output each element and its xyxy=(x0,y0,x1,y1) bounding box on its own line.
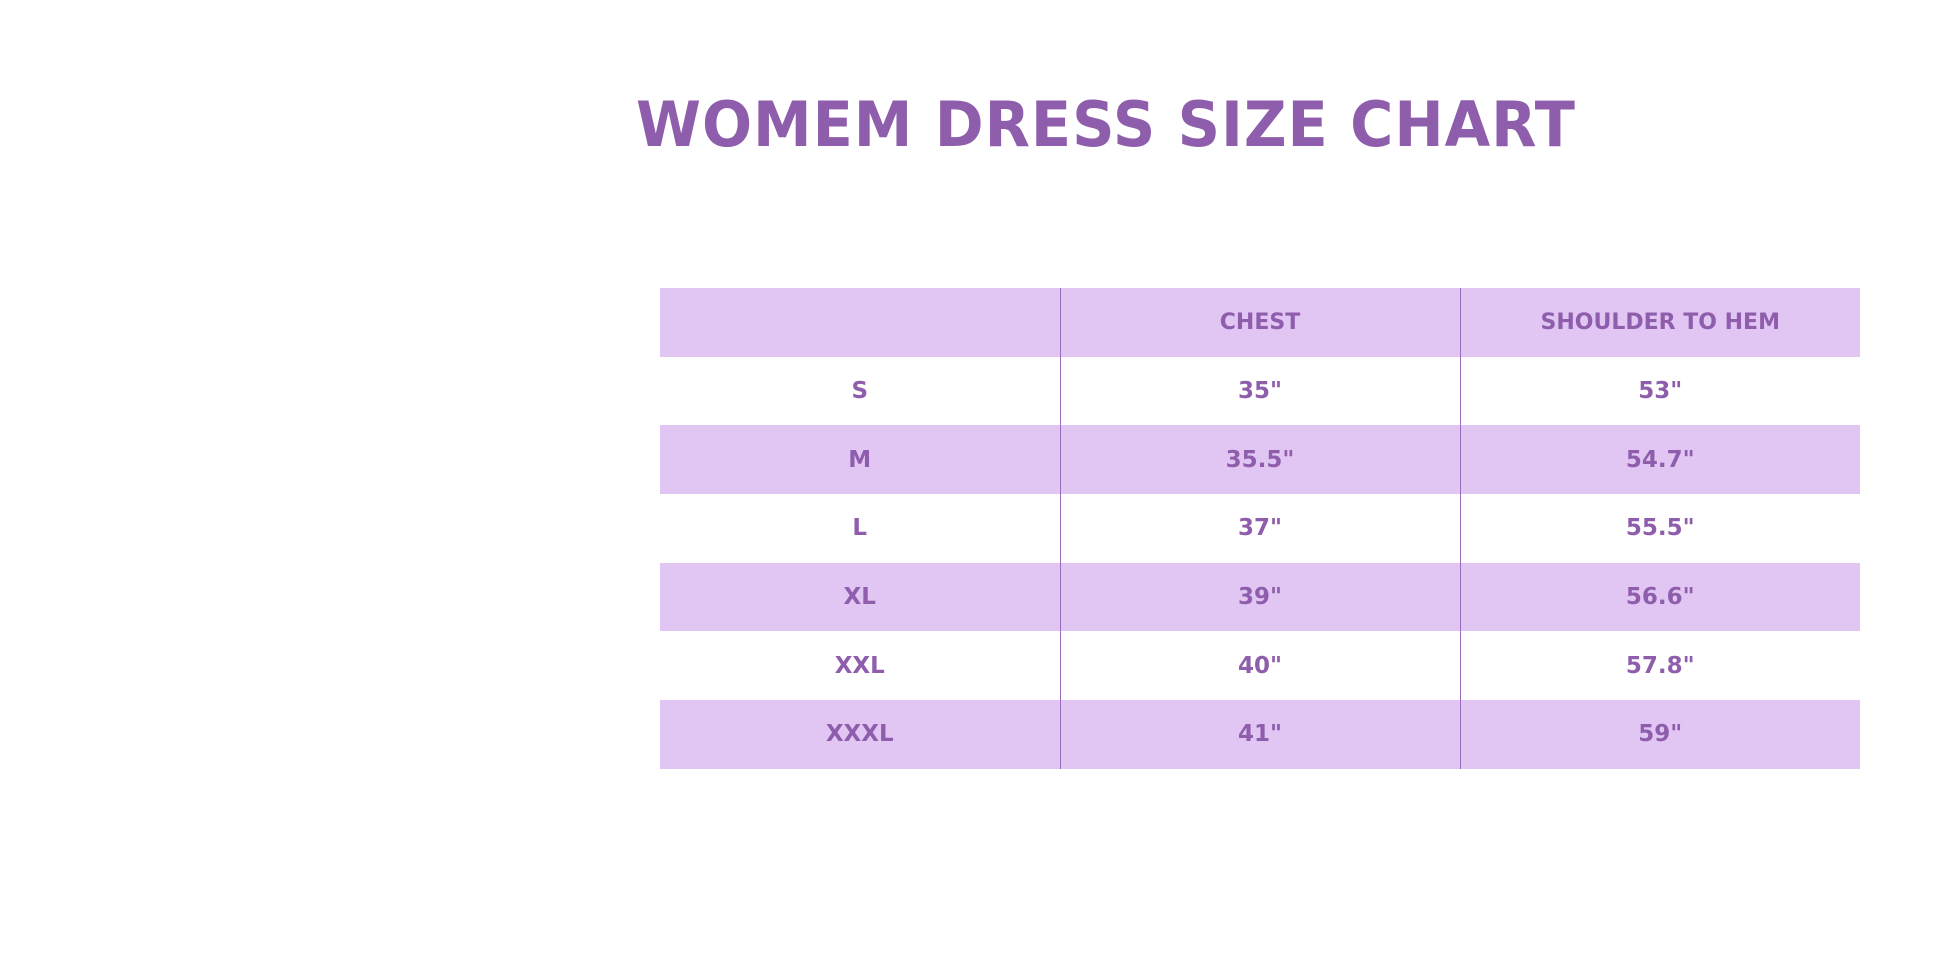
page-title: WOMEM DRESS SIZE CHART xyxy=(636,88,1576,161)
size-cell: XXL xyxy=(834,652,885,679)
header-chest: CHEST xyxy=(1059,288,1460,357)
table-row: S 35" 53" xyxy=(660,356,1860,426)
hem-cell: 55.5" xyxy=(1459,494,1860,563)
header-shoulder-to-hem: SHOULDER TO HEM xyxy=(1459,288,1860,357)
chest-cell: 40" xyxy=(1059,631,1460,701)
hem-cell: 59" xyxy=(1459,700,1860,769)
table-row: XXL 40" 57.8" xyxy=(660,631,1860,701)
table-row: XXXL 41" 59" xyxy=(660,700,1860,769)
chest-cell: 41" xyxy=(1059,700,1460,769)
chest-cell: 39" xyxy=(1059,562,1460,632)
table-row: L 37" 55.5" xyxy=(660,494,1860,563)
hem-cell: 53" xyxy=(1459,356,1860,426)
table-row: XL 39" 56.6" xyxy=(660,562,1860,632)
hem-cell: 54.7" xyxy=(1459,425,1860,495)
size-cell: XXXL xyxy=(660,700,1060,769)
size-cell: XL xyxy=(660,562,1060,632)
header-size xyxy=(660,288,1060,357)
table-row: M 35.5" 54.7" xyxy=(660,425,1860,495)
table-header-row: CHEST SHOULDER TO HEM xyxy=(660,288,1860,357)
size-cell: M xyxy=(660,425,1060,495)
size-cell: S xyxy=(851,378,869,405)
chest-cell: 35.5" xyxy=(1059,425,1460,495)
chest-cell: 37" xyxy=(1059,494,1460,563)
size-cell: L xyxy=(852,515,868,542)
hem-cell: 56.6" xyxy=(1459,562,1860,632)
size-chart-table: CHEST SHOULDER TO HEM S 35" 53" M 35.5" … xyxy=(660,288,1860,769)
chest-cell: 35" xyxy=(1059,356,1460,426)
hem-cell: 57.8" xyxy=(1459,631,1860,701)
